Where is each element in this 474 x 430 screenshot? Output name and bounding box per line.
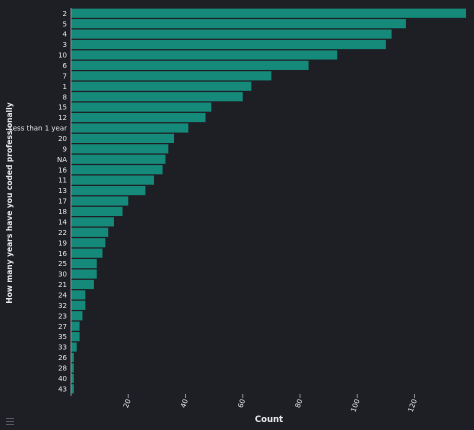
y-category-label: 11: [58, 177, 67, 185]
y-category-label: 1: [63, 83, 67, 91]
y-category-label: 27: [58, 323, 67, 331]
list-icon[interactable]: [6, 418, 16, 428]
bar: [71, 269, 97, 279]
y-category-label: 19: [58, 239, 67, 247]
bar: [71, 217, 114, 227]
bar: [71, 342, 77, 352]
x-tick-label: 80: [294, 398, 305, 409]
y-category-label: 33: [58, 344, 67, 352]
y-category-label: 28: [58, 365, 67, 373]
y-category-label: 26: [58, 354, 67, 362]
y-axis-title: How many years have you coded profession…: [5, 102, 14, 303]
bar: [71, 175, 155, 185]
x-axis-title: Count: [255, 415, 283, 425]
bar: [71, 311, 83, 321]
bar: [71, 259, 97, 269]
y-category-label: NA: [57, 156, 67, 164]
bar: [71, 8, 466, 18]
y-category-label: 35: [58, 333, 67, 341]
y-category-label: 18: [58, 208, 67, 216]
y-category-label: 3: [63, 41, 67, 49]
y-category-label: 43: [58, 385, 67, 393]
bar: [71, 133, 175, 143]
x-tick-label: 100: [350, 398, 362, 413]
y-category-label: 30: [58, 271, 67, 279]
y-category-label: 25: [58, 260, 67, 268]
y-category-label: 7: [63, 72, 67, 80]
bar: [71, 144, 169, 154]
y-category-label: 21: [58, 281, 67, 289]
bar: [71, 154, 166, 164]
bar: [71, 290, 86, 300]
bar: [71, 227, 109, 237]
bar: [71, 92, 243, 102]
bar: [71, 112, 206, 123]
y-category-label: 9: [63, 145, 67, 153]
bar: [71, 352, 74, 363]
bar: [71, 50, 338, 60]
y-category-label: 32: [58, 302, 67, 310]
x-tick-label: 120: [407, 398, 419, 413]
x-tick-label: 40: [179, 398, 190, 409]
y-category-label: 22: [58, 229, 67, 237]
bar: [71, 248, 103, 258]
y-category-label: 16: [58, 166, 67, 174]
y-category-label: 5: [63, 20, 67, 28]
bar: [71, 165, 163, 175]
bar: [71, 19, 406, 29]
y-category-label: 10: [58, 52, 67, 60]
y-category-label: 12: [58, 114, 67, 122]
bar: [71, 373, 74, 383]
bar: [71, 196, 129, 206]
y-category-label: 17: [58, 198, 67, 206]
x-tick-labels: 20 40 60 80 100 120: [122, 394, 419, 413]
y-category-label: 2: [63, 10, 67, 18]
bars-layer: [71, 8, 466, 394]
bar: [71, 102, 212, 112]
y-category-label: Less than 1 year: [9, 125, 67, 133]
y-category-label: 8: [63, 93, 67, 101]
y-category-label: 40: [58, 375, 67, 383]
y-category-label: 14: [58, 218, 67, 226]
bar: [71, 384, 74, 394]
bar: [71, 81, 252, 91]
bar: [71, 206, 123, 217]
y-category-label: 23: [58, 312, 67, 320]
bar: [71, 185, 146, 196]
y-category-label: 6: [63, 62, 68, 70]
x-tick-label: 20: [122, 398, 133, 409]
y-category-label: 16: [58, 250, 67, 258]
bar: [71, 363, 74, 373]
bar: [71, 238, 106, 248]
bar: [71, 29, 392, 39]
y-category-label: 4: [63, 31, 68, 39]
y-category-label: 20: [58, 135, 67, 143]
bar: [71, 332, 80, 342]
bar: [71, 300, 86, 310]
bar: [71, 279, 94, 290]
bar: [71, 123, 189, 133]
bar: [71, 60, 309, 70]
y-category-label: 24: [58, 291, 67, 299]
y-category-label: 15: [58, 104, 67, 112]
bar: [71, 71, 272, 81]
x-tick-label: 60: [237, 398, 248, 409]
y-category-label: 13: [58, 187, 67, 195]
bar: [71, 321, 80, 331]
bar: [71, 39, 386, 50]
